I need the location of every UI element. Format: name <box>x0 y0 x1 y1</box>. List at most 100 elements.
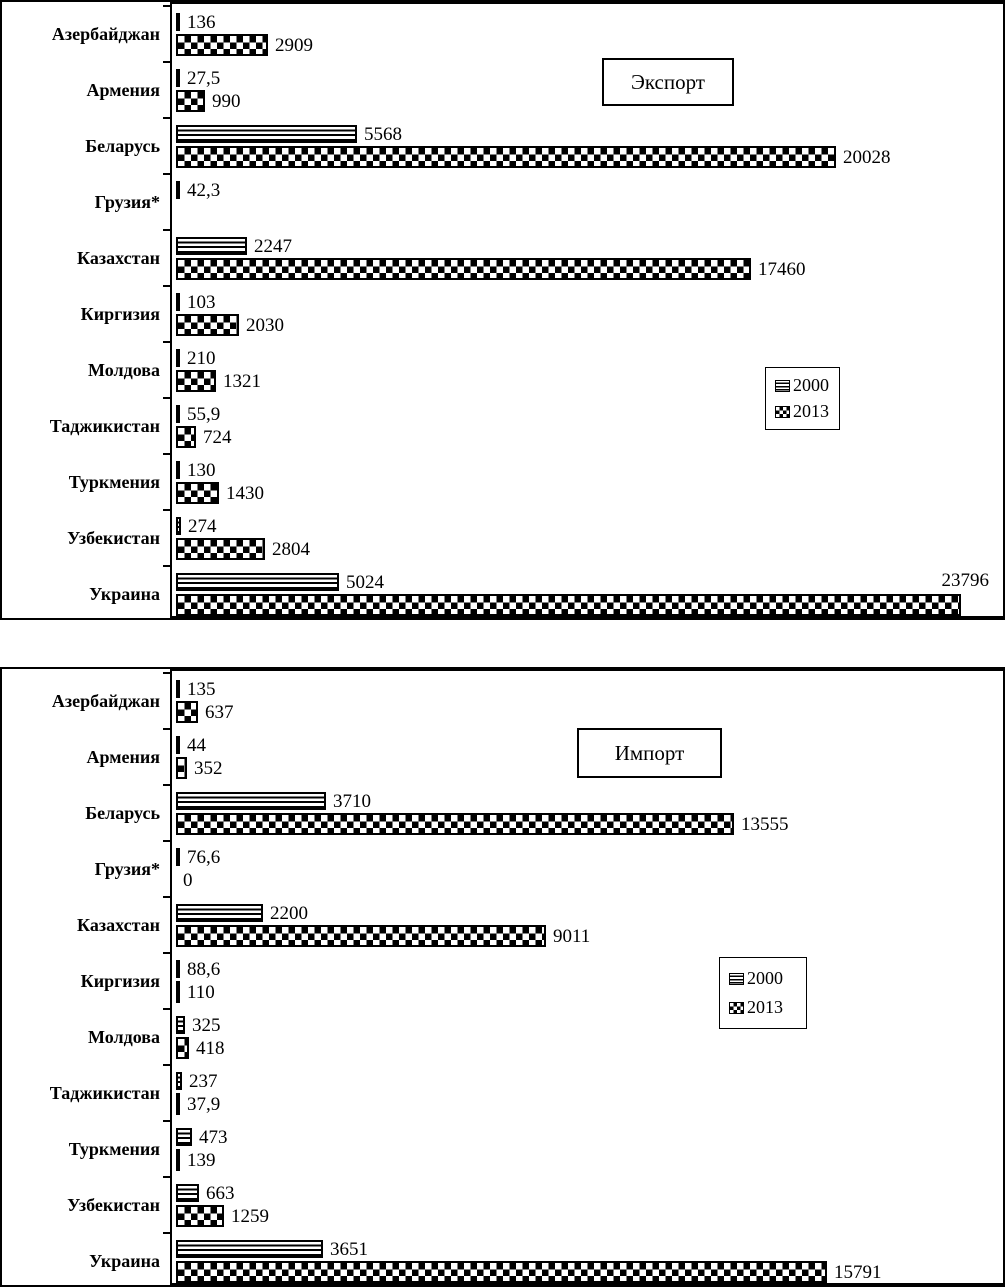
value-label-2000: 325 <box>192 1014 221 1036</box>
axis-tick <box>163 341 170 343</box>
category-label: Армения <box>86 79 160 100</box>
bar-2000 <box>176 736 180 754</box>
bar-line-2000: 274 <box>176 517 1003 536</box>
value-label-2000: 44 <box>187 734 206 756</box>
bar-2013 <box>176 426 196 448</box>
bar-2000 <box>176 13 180 31</box>
legend-item-2000: 2000 <box>729 968 806 989</box>
value-label-2000: 5024 <box>346 571 384 593</box>
bars-group: 2200 9011 <box>176 897 1003 953</box>
bar-line-2013: 0 <box>176 869 1003 891</box>
axis-tick <box>163 1120 170 1122</box>
category-label: Беларусь <box>85 802 160 823</box>
bar-line-2000: 5024 <box>176 571 1003 593</box>
axis-tick <box>163 840 170 842</box>
bar-line-2013: 17460 <box>176 258 1003 280</box>
value-label-2000: 2247 <box>254 235 292 257</box>
bar-2000 <box>176 1184 199 1202</box>
bar-2000 <box>176 1128 192 1146</box>
value-label-2013: 724 <box>203 426 232 448</box>
axis-tick <box>163 229 170 231</box>
axis-tick <box>163 1008 170 1010</box>
bar-line-2013: 352 <box>176 757 1003 779</box>
axis-tick <box>163 397 170 399</box>
category-row: Казахстан 2247 17460 <box>2 230 1003 286</box>
value-label-2000: 130 <box>187 459 216 481</box>
bar-line-2013: 110 <box>176 981 1003 1003</box>
bars-group: 103 2030 <box>176 286 1003 342</box>
bar-2013 <box>176 482 219 504</box>
bar-line-2000: 3710 <box>176 792 1003 811</box>
category-row: Армения 44 352 <box>2 729 1003 785</box>
axis-tick <box>163 5 170 7</box>
bars-group: 55,9 724 <box>176 398 1003 454</box>
export-rows-container: Азербайджан 136 2909 Армения 27,5 990 Беларусь… <box>2 2 1003 618</box>
category-label: Беларусь <box>85 135 160 156</box>
bar-line-2000: 210 <box>176 349 1003 368</box>
bar-2000 <box>176 125 357 143</box>
bar-2000 <box>176 848 180 866</box>
bar-2013 <box>176 1261 827 1283</box>
bar-2000 <box>176 573 339 591</box>
bar-2000 <box>176 517 181 535</box>
bar-line-2013: 37,9 <box>176 1093 1003 1115</box>
bar-2000 <box>176 1016 185 1034</box>
bar-line-2000: 237 <box>176 1070 1003 1092</box>
bar-line-2000: 88,6 <box>176 960 1003 979</box>
value-label-2000: 42,3 <box>187 179 221 201</box>
value-label-2013: 1259 <box>231 1205 269 1227</box>
category-row: Украина 3651 15791 <box>2 1233 1003 1285</box>
export-legend: 2000 2013 <box>765 367 840 430</box>
axis-tick <box>163 509 170 511</box>
category-label: Украина <box>89 1250 160 1271</box>
checker-pattern-swatch-icon <box>775 405 790 418</box>
value-label-2000: 237 <box>189 1070 218 1092</box>
value-label-2013: 15791 <box>834 1261 882 1283</box>
bar-line-2000: 663 <box>176 1182 1003 1204</box>
bar-line-2000: 27,5 <box>176 69 1003 88</box>
category-label: Таджикистан <box>49 1082 160 1103</box>
axis-tick <box>163 117 170 119</box>
value-label-2013: 139 <box>187 1149 216 1171</box>
category-label: Азербайджан <box>51 690 160 711</box>
bars-group: 42,3 <box>176 174 1003 230</box>
bars-group: 136 2909 <box>176 6 1003 62</box>
bar-2000 <box>176 405 180 423</box>
bar-2013 <box>176 258 751 280</box>
bars-group: 274 2804 <box>176 510 1003 566</box>
axis-tick <box>163 728 170 730</box>
bar-line-2013: 418 <box>176 1037 1003 1059</box>
axis-tick <box>163 565 170 567</box>
category-label: Казахстан <box>77 247 160 268</box>
legend-item-2013: 2013 <box>729 997 806 1018</box>
value-label-2000: 5568 <box>364 123 402 145</box>
import-plot-area <box>170 669 1003 1285</box>
category-row: Узбекистан 274 2804 <box>2 510 1003 566</box>
category-row: Азербайджан 136 2909 <box>2 6 1003 62</box>
bar-2013 <box>176 1149 180 1171</box>
bars-group: 3710 13555 <box>176 785 1003 841</box>
bar-2000 <box>176 960 180 978</box>
bar-line-2000: 136 <box>176 13 1003 32</box>
value-label-2013: 9011 <box>553 925 591 947</box>
bar-2000 <box>176 181 180 199</box>
axis-tick <box>163 285 170 287</box>
bars-group: 88,6 110 <box>176 953 1003 1009</box>
value-label-2000: 2200 <box>270 902 308 924</box>
bar-2013 <box>176 538 265 560</box>
bar-line-2000: 3651 <box>176 1240 1003 1259</box>
import-title: Импорт <box>614 740 685 765</box>
bar-line-2013: 20028 <box>176 146 1003 168</box>
axis-tick <box>163 896 170 898</box>
category-row: Таджикистан 237 37,9 <box>2 1065 1003 1121</box>
category-row: Молдова 210 1321 <box>2 342 1003 398</box>
bar-line-2013 <box>176 202 1003 224</box>
axis-tick <box>163 672 170 674</box>
category-label: Киргизия <box>80 970 160 991</box>
bar-line-2013: 990 <box>176 90 1003 112</box>
import-legend: 2000 2013 <box>719 957 807 1029</box>
value-label-2000: 663 <box>206 1182 235 1204</box>
value-label-2013: 2804 <box>272 538 310 560</box>
bar-line-2013: 724 <box>176 426 1003 448</box>
axis-tick <box>163 453 170 455</box>
